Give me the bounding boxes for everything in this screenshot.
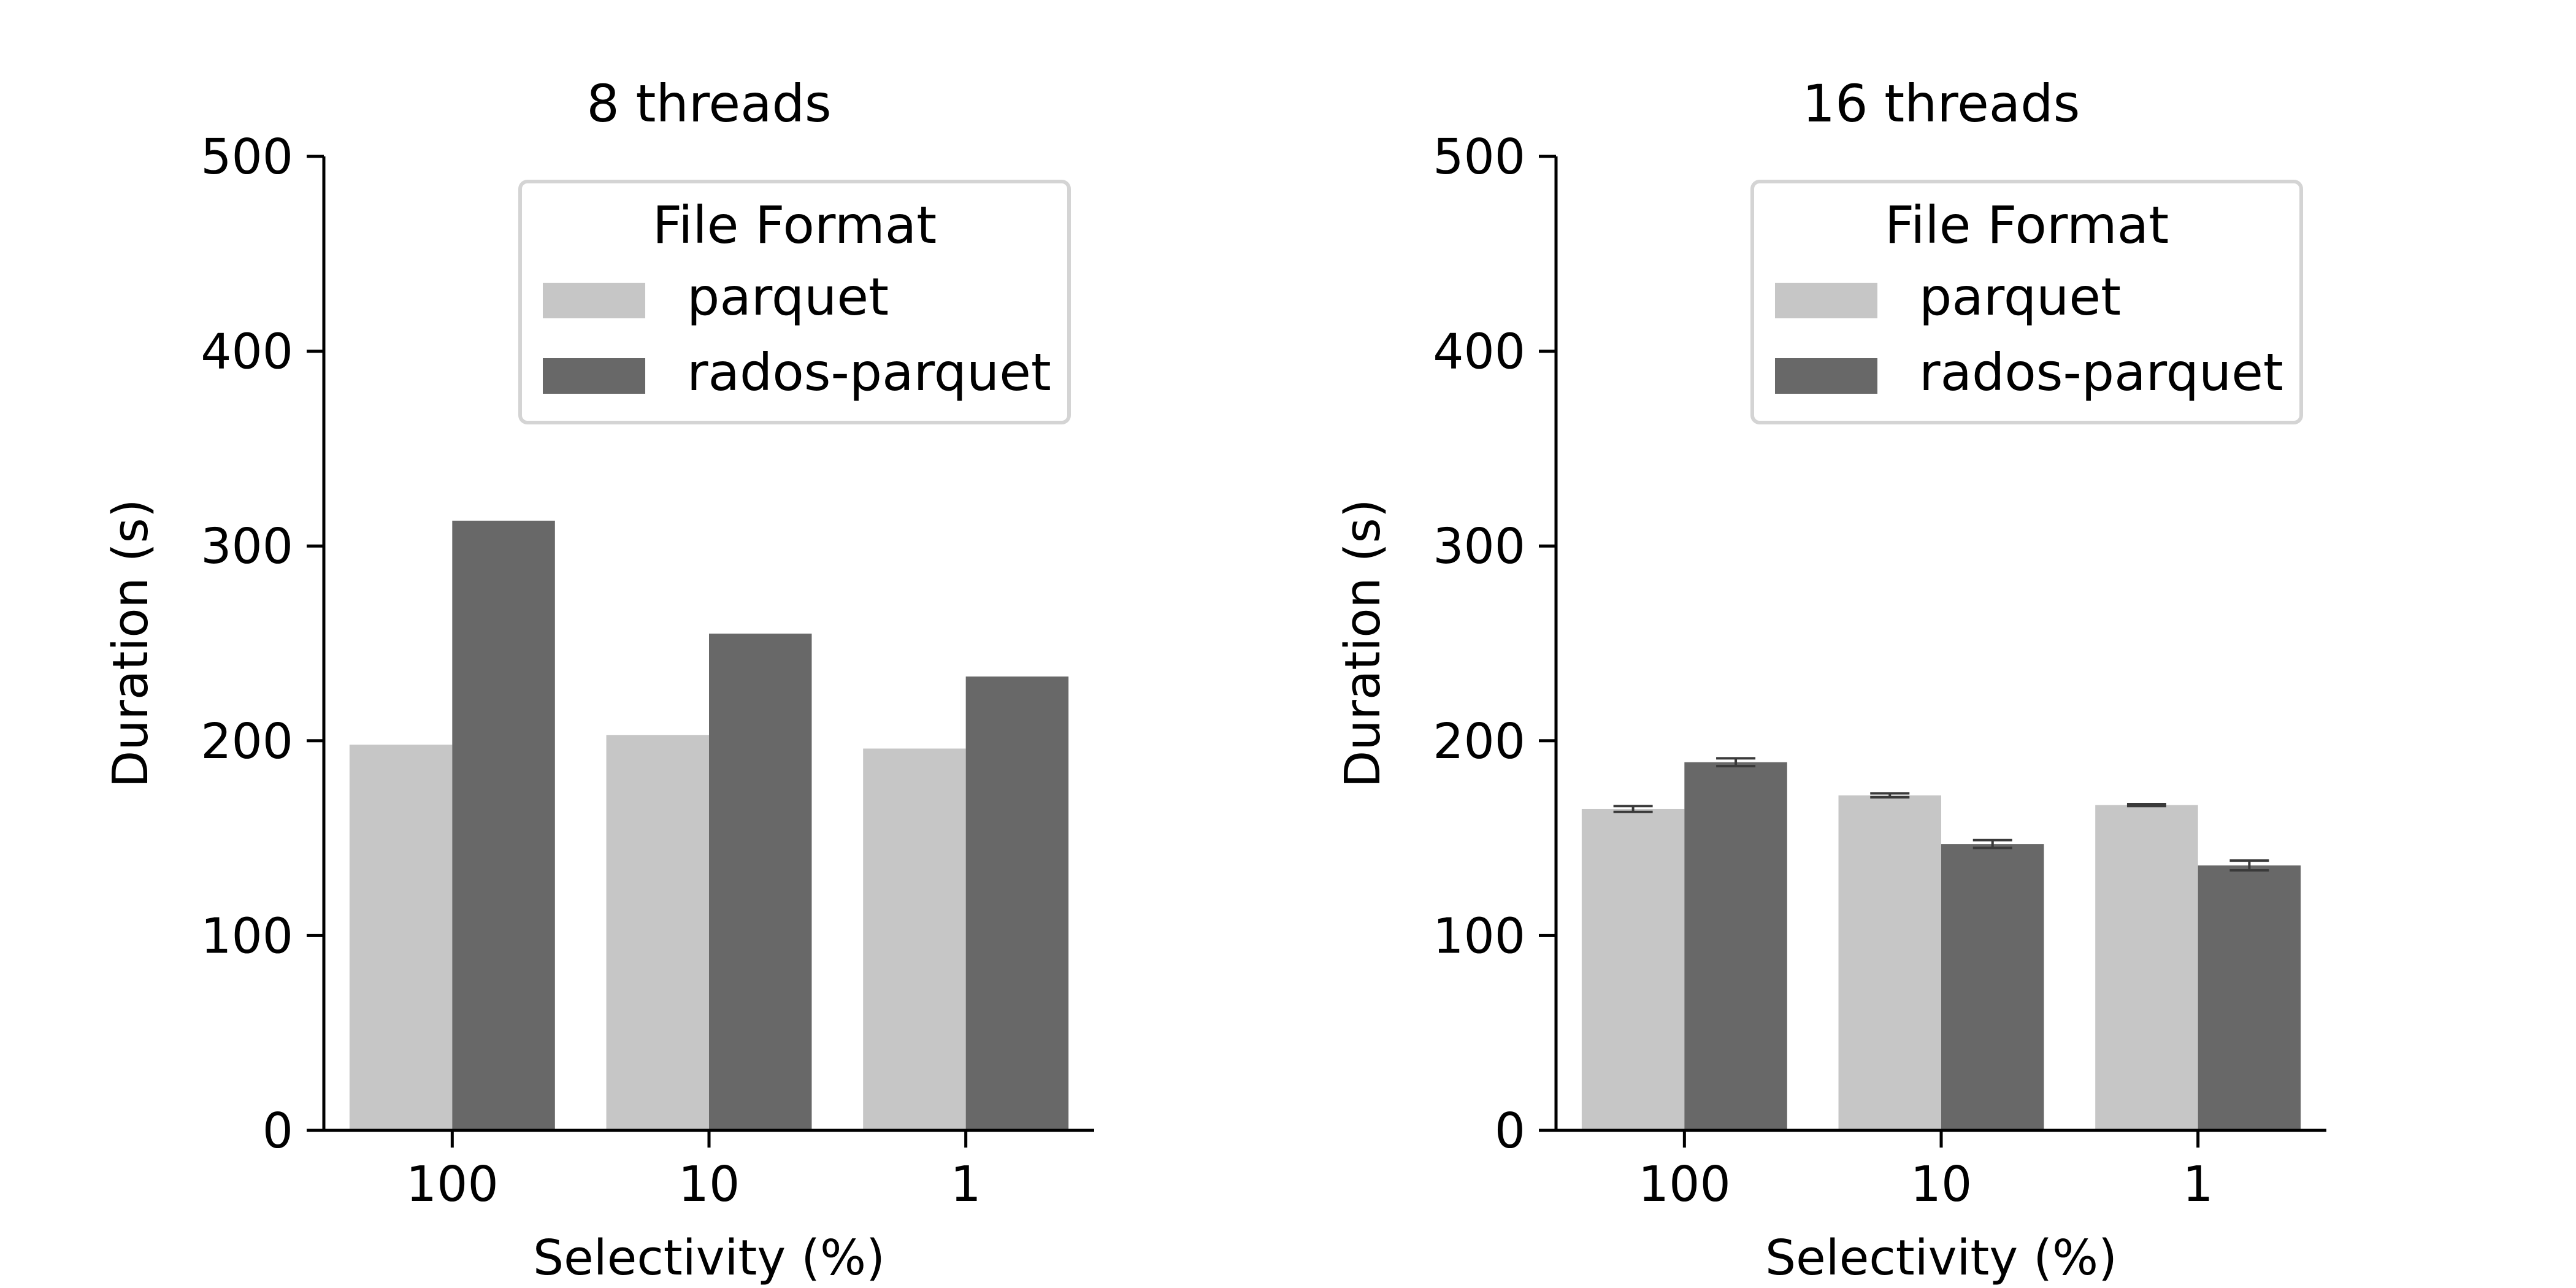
y-tick-label: 300 (201, 518, 293, 575)
legend-label-rados-parquet: rados-parquet (687, 342, 1051, 402)
legend-label-parquet: parquet (687, 267, 889, 327)
x-tick-label: 1 (2183, 1156, 2214, 1213)
chart-panel-2: 0 100 200 300 400 500 100 10 1 Selectivity (%) Dur… (1335, 74, 2326, 1286)
legend-box (1750, 180, 2303, 424)
legend-label-parquet: parquet (1919, 267, 2121, 327)
bar-rados-parquet-10 (1941, 844, 2044, 1130)
x-tick-label: 10 (1911, 1156, 1972, 1213)
legend-swatch-rados-parquet (543, 358, 645, 394)
y-axis-label: Duration (s) (102, 499, 159, 788)
legend-title: File Format (1885, 195, 2169, 255)
legend: File Format parquet rados-parquet (518, 180, 1071, 424)
bar-parquet-100 (1581, 808, 1685, 1130)
y-tick-label: 400 (1433, 324, 1525, 380)
bar-parquet-1 (863, 748, 966, 1130)
bar-parquet-10 (606, 735, 709, 1130)
chart-panel-1: 0 100 200 300 400 500 100 10 1 Selectivity (%) Dur… (102, 74, 1094, 1286)
bar-rados-parquet-1 (965, 676, 1069, 1130)
y-axis-label: Duration (s) (1335, 499, 1391, 788)
y-tick-label: 200 (1433, 713, 1525, 770)
x-tick-label: 10 (678, 1156, 740, 1213)
bar-parquet-1 (2095, 805, 2198, 1130)
bar-rados-parquet-10 (709, 634, 812, 1130)
legend-swatch-rados-parquet (1775, 358, 1877, 394)
y-tick-label: 400 (201, 324, 293, 380)
y-tick-label: 500 (1433, 129, 1525, 185)
x-axis-label: Selectivity (%) (1765, 1230, 2117, 1286)
y-tick-label: 100 (201, 908, 293, 964)
bar-parquet-10 (1838, 795, 1941, 1130)
bar-parquet-100 (349, 745, 453, 1130)
legend: File Format parquet rados-parquet (1750, 180, 2303, 424)
legend-label-rados-parquet: rados-parquet (1919, 342, 2283, 402)
y-tick-label: 300 (1433, 518, 1525, 575)
x-tick-label: 1 (951, 1156, 981, 1213)
x-tick-label: 100 (406, 1156, 499, 1213)
y-tick-label: 0 (1495, 1103, 1525, 1159)
y-tick-label: 500 (201, 129, 293, 185)
x-axis-label: Selectivity (%) (533, 1230, 885, 1286)
legend-box (518, 180, 1071, 424)
y-tick-label: 200 (201, 713, 293, 770)
legend-title: File Format (653, 195, 937, 255)
legend-swatch-parquet (1775, 283, 1877, 318)
chart-title: 8 threads (586, 74, 831, 134)
bar-rados-parquet-100 (1684, 762, 1787, 1130)
y-tick-label: 100 (1433, 908, 1525, 964)
x-tick-label: 100 (1638, 1156, 1731, 1213)
y-tick-label: 0 (263, 1103, 293, 1159)
bar-rados-parquet-100 (452, 520, 555, 1130)
bar-rados-parquet-1 (2198, 865, 2301, 1130)
legend-swatch-parquet (543, 283, 645, 318)
chart-title: 16 threads (1803, 74, 2080, 134)
